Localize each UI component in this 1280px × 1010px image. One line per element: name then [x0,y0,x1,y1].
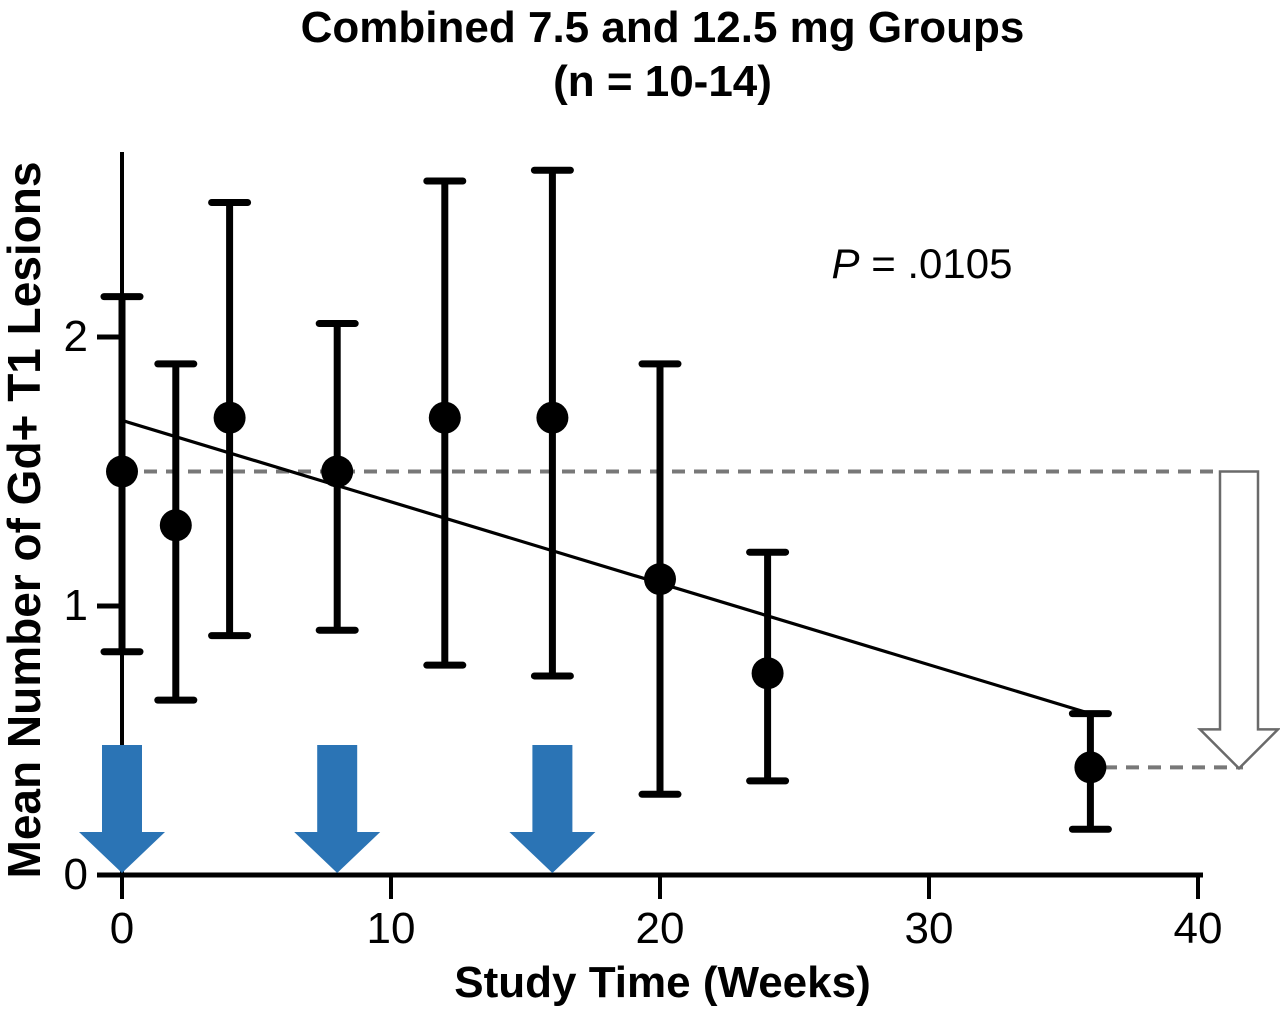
dose-arrow [294,745,381,873]
decrease-arrow [1196,470,1280,771]
mean-dot [159,509,192,542]
mean-dot [751,657,784,690]
mean-dot [644,563,676,596]
trend-line [121,418,1091,716]
mean-dot [213,401,246,434]
dose-arrow [79,745,165,873]
y-tick-label: 2 [63,312,88,361]
mean-dot [321,455,354,488]
p-value-symbol: P [831,240,860,287]
chart-title-line1: Combined 7.5 and 12.5 mg Groups [300,3,1025,52]
mean-dot [428,401,461,434]
x-tick-label: 30 [904,904,954,953]
chart-title: Combined 7.5 and 12.5 mg Groups (n = 10-… [122,1,1203,109]
x-tick-label: 40 [1173,904,1223,953]
chart-title-line2: (n = 10-14) [553,57,772,106]
mean-dot [536,401,569,434]
x-tick-label: 10 [366,904,416,953]
dose-arrow [509,745,596,873]
x-tick-label: 0 [109,904,135,953]
mean-dot [106,455,138,488]
mean-dot [1074,751,1107,784]
x-axis-label: Study Time (Weeks) [454,958,871,1007]
y-tick-label: 0 [63,850,88,899]
y-tick-label: 1 [63,581,88,630]
p-value-annotation: P = .0105 [832,240,1013,288]
p-value-text: = .0105 [859,240,1013,287]
x-tick-label: 20 [635,904,685,953]
